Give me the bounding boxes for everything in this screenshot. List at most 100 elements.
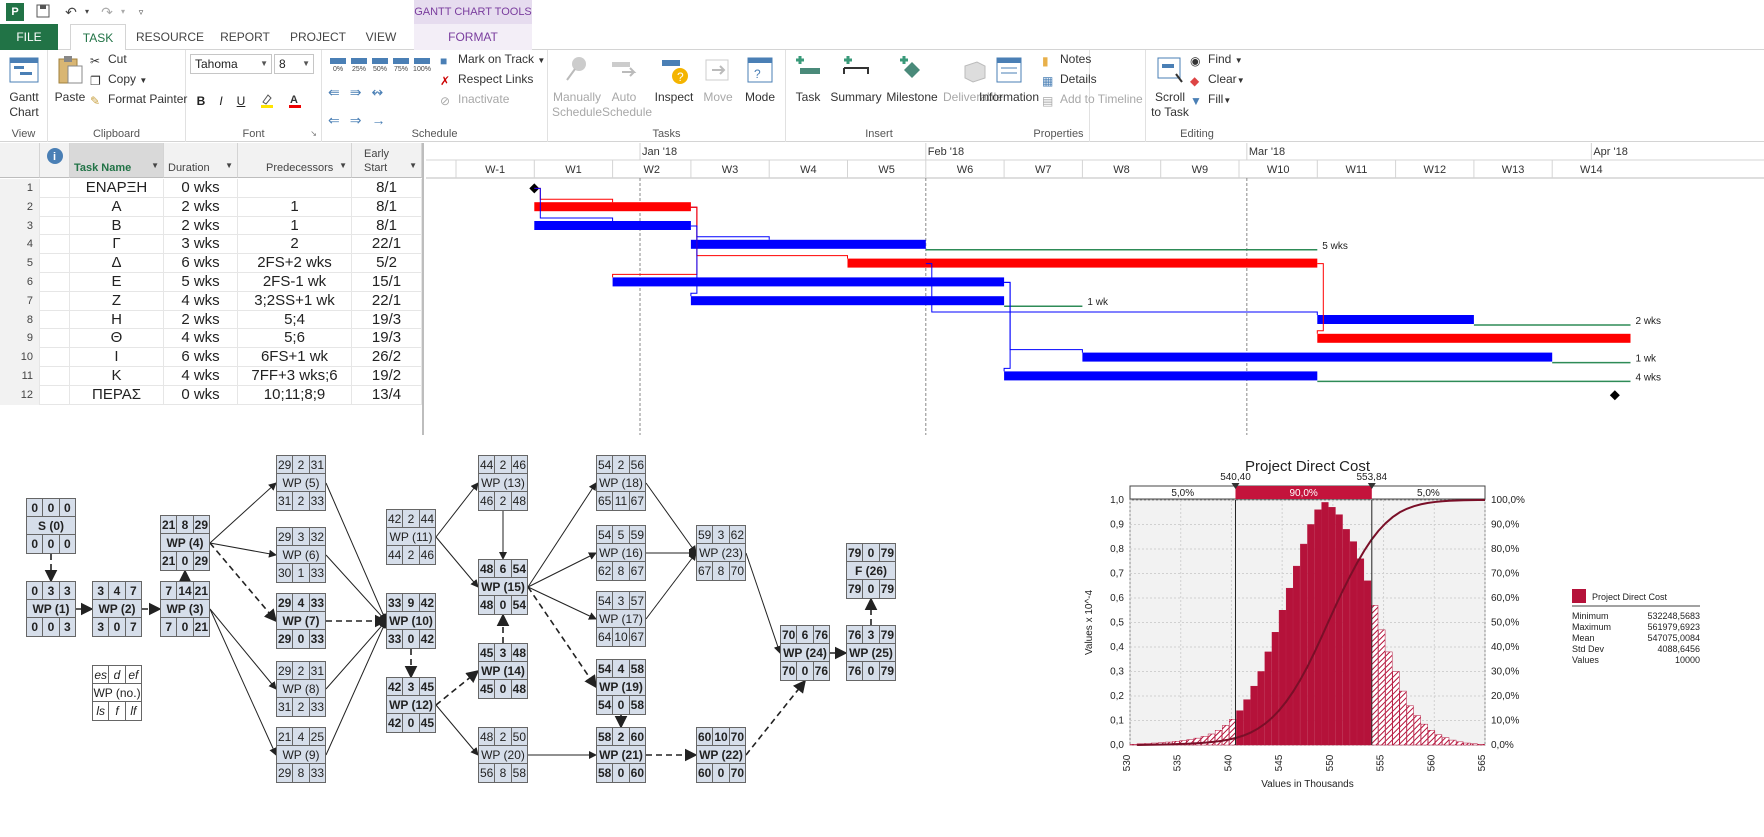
task-name-cell[interactable]: Δ: [70, 254, 164, 273]
notes-button[interactable]: ▮ Notes: [1042, 50, 1091, 68]
tab-view[interactable]: VIEW: [365, 30, 397, 44]
early-start-cell[interactable]: 15/1: [352, 273, 422, 292]
predecessors-cell[interactable]: 6FS+1 wk: [238, 348, 352, 367]
table-row[interactable]: 10 I 6 wks 6FS+1 wk 26/2: [0, 348, 422, 367]
insert-milestone-button[interactable]: Milestone: [882, 54, 942, 105]
predecessors-cell[interactable]: 2FS+2 wks: [238, 254, 352, 273]
early-start-cell[interactable]: 8/1: [352, 179, 422, 198]
clear-button[interactable]: ◆ Clear▼: [1190, 70, 1245, 90]
fill-button[interactable]: ▼ Fill▼: [1190, 90, 1231, 110]
duration-cell[interactable]: 2 wks: [164, 216, 238, 236]
table-row[interactable]: 1 ΕΝΑΡΞΗ 0 wks 8/1: [0, 179, 422, 198]
network-node-wp25[interactable]: 76 3 79 WP (25) 76 0 79: [846, 625, 896, 681]
early-start-cell[interactable]: 19/3: [352, 310, 422, 330]
indicators-column-header[interactable]: i: [40, 143, 70, 178]
row-number-cell[interactable]: 1: [0, 179, 40, 198]
percent-complete-button[interactable]: 50%: [370, 56, 390, 78]
early-start-cell[interactable]: 8/1: [352, 197, 422, 217]
network-node-wp18[interactable]: 54 2 56 WP (18) 65 11 67: [596, 455, 646, 511]
early-start-cell[interactable]: 22/1: [352, 235, 422, 255]
predecessors-cell[interactable]: 5;6: [238, 329, 352, 349]
network-node-wp10[interactable]: 33 9 42 WP (10) 33 0 42: [386, 593, 436, 649]
network-node-wp6[interactable]: 29 3 32 WP (6) 30 1 33: [276, 527, 326, 583]
network-node-wp12[interactable]: 42 3 45 WP (12) 42 0 45: [386, 677, 436, 733]
row-number-cell[interactable]: 10: [0, 348, 40, 367]
select-all-cell[interactable]: [0, 143, 40, 178]
duration-cell[interactable]: 6 wks: [164, 254, 238, 273]
network-node-wp19[interactable]: 54 4 58 WP (19) 54 0 58: [596, 659, 646, 715]
undo-icon[interactable]: ↶: [65, 4, 77, 20]
early-start-cell[interactable]: 19/2: [352, 367, 422, 386]
highlight-color-button[interactable]: [258, 92, 276, 110]
network-node-wp2[interactable]: 3 4 7 WP (2) 3 0 7: [92, 581, 142, 637]
task-name-cell[interactable]: E: [70, 273, 164, 292]
insert-task-button[interactable]: Task: [788, 54, 828, 105]
find-button[interactable]: ◉ Find ▼: [1190, 50, 1243, 70]
task-name-cell[interactable]: Θ: [70, 329, 164, 349]
undo-dropdown-icon[interactable]: ▾: [84, 7, 89, 16]
link-unlink-icons[interactable]: ⇚⇛↭: [328, 84, 394, 100]
redo-icon[interactable]: ↷: [101, 4, 113, 20]
predecessors-cell[interactable]: 2: [238, 235, 352, 255]
row-number-cell[interactable]: 11: [0, 367, 40, 386]
percent-complete-button[interactable]: 0%: [328, 56, 348, 78]
network-node-wp23[interactable]: 59 3 62 WP (23) 67 8 70: [696, 525, 746, 581]
network-node-wp1[interactable]: 0 3 3 WP (1) 0 0 3: [26, 581, 76, 637]
task-name-cell[interactable]: Γ: [70, 235, 164, 255]
row-number-cell[interactable]: 12: [0, 385, 40, 405]
task-name-cell[interactable]: ΠΕΡΑΣ: [70, 385, 164, 405]
network-node-wp14[interactable]: 45 3 48 WP (14) 45 0 48: [478, 643, 528, 699]
font-name-select[interactable]: Tahoma ▼: [190, 54, 272, 74]
italic-button[interactable]: I: [219, 94, 223, 108]
tab-format[interactable]: FORMAT: [414, 24, 532, 50]
row-number-cell[interactable]: 6: [0, 273, 40, 292]
save-icon[interactable]: [34, 3, 52, 21]
network-node-wp5[interactable]: 29 2 31 WP (5) 31 2 33: [276, 455, 326, 511]
mode-button[interactable]: ? Mode: [740, 54, 780, 105]
details-button[interactable]: ▦ Details: [1042, 70, 1097, 88]
network-node-wp11[interactable]: 42 2 44 WP (11) 44 2 46: [386, 509, 436, 565]
task-name-cell[interactable]: ΕΝΑΡΞΗ: [70, 179, 164, 198]
network-node-wp3[interactable]: 7 14 21 WP (3) 7 0 21: [160, 581, 210, 637]
predecessors-cell[interactable]: 7FF+3 wks;6: [238, 367, 352, 386]
tab-task[interactable]: TASK: [70, 24, 126, 51]
tab-resource[interactable]: RESOURCE: [136, 30, 205, 44]
cut-button[interactable]: ✂ Cut: [90, 50, 127, 68]
respect-links-button[interactable]: ✗ Respect Links: [440, 70, 533, 88]
task-name-cell[interactable]: A: [70, 197, 164, 217]
copy-button[interactable]: ❐ Copy ▼: [90, 70, 147, 90]
duration-cell[interactable]: 6 wks: [164, 348, 238, 367]
duration-cell[interactable]: 0 wks: [164, 179, 238, 198]
duration-cell[interactable]: 3 wks: [164, 235, 238, 255]
percent-complete-button[interactable]: 25%: [349, 56, 369, 78]
percent-complete-button[interactable]: 75%: [391, 56, 411, 78]
row-number-cell[interactable]: 7: [0, 291, 40, 311]
row-number-cell[interactable]: 2: [0, 197, 40, 217]
gantt-chart-button[interactable]: Gantt Chart: [4, 54, 44, 120]
duration-cell[interactable]: 4 wks: [164, 367, 238, 386]
duration-cell[interactable]: 4 wks: [164, 291, 238, 311]
row-number-cell[interactable]: 3: [0, 216, 40, 236]
font-color-button[interactable]: A: [286, 92, 304, 110]
insert-summary-button[interactable]: Summary: [826, 54, 886, 105]
early-start-cell[interactable]: 13/4: [352, 385, 422, 405]
add-to-timeline-button[interactable]: ▤ Add to Timeline: [1042, 90, 1143, 108]
move-button[interactable]: Move: [698, 54, 738, 105]
early-start-cell[interactable]: 22/1: [352, 291, 422, 311]
manually-schedule-button[interactable]: Manually Schedule: [550, 54, 604, 120]
predecessors-cell[interactable]: 2FS-1 wk: [238, 273, 352, 292]
table-row[interactable]: 11 K 4 wks 7FF+3 wks;6 19/2: [0, 367, 422, 386]
network-node-wp15[interactable]: 48 6 54 WP (15) 48 0 54: [478, 559, 528, 615]
auto-schedule-button[interactable]: Auto Schedule: [602, 54, 652, 120]
task-name-cell[interactable]: B: [70, 216, 164, 236]
row-number-cell[interactable]: 4: [0, 235, 40, 255]
network-node-wp4[interactable]: 21 8 29 WP (4) 21 0 29: [160, 515, 210, 571]
task-name-column-header[interactable]: Task Name ▼: [70, 143, 164, 178]
